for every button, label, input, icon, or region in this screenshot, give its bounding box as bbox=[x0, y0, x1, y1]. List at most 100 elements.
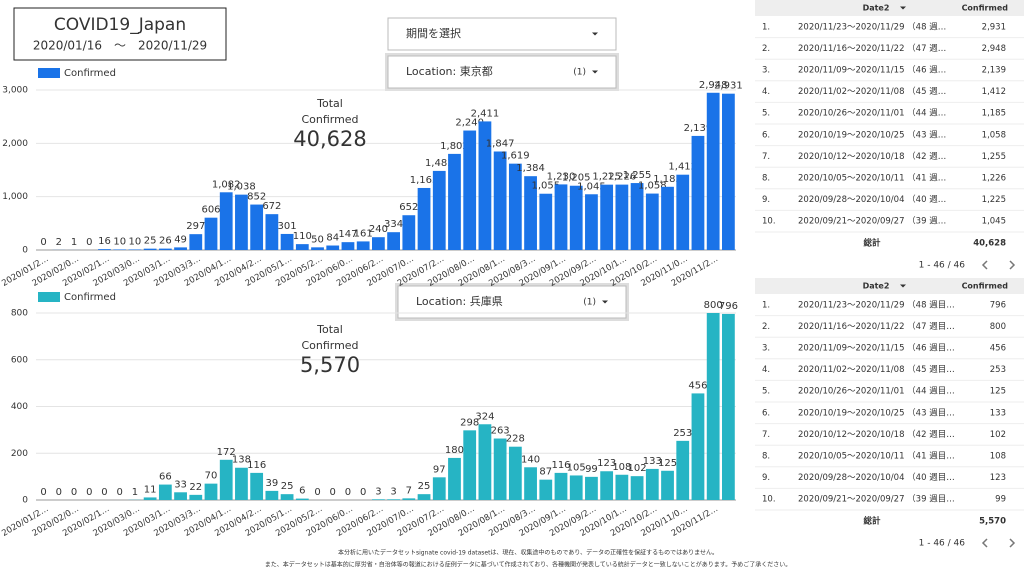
y-tick-label: 600 bbox=[11, 355, 28, 365]
row-rank: 4. bbox=[762, 87, 770, 97]
row-date: 2020/09/28～2020/10/04 （40 週… bbox=[798, 194, 946, 205]
y-tick-label: 0 bbox=[22, 246, 28, 256]
scorecard-value: 5,570 bbox=[300, 353, 360, 377]
bar bbox=[113, 249, 127, 250]
column-header[interactable]: Date2 bbox=[863, 282, 890, 291]
row-value: 1,185 bbox=[982, 109, 1006, 119]
bar bbox=[645, 468, 659, 500]
data-label: 0 bbox=[345, 487, 351, 498]
legend-swatch bbox=[38, 292, 60, 302]
bar bbox=[645, 193, 659, 250]
data-label: 108 bbox=[612, 462, 631, 473]
table-header-bg bbox=[755, 278, 1024, 294]
bar bbox=[508, 163, 522, 250]
legend-label: Confirmed bbox=[64, 292, 116, 303]
data-label: 3 bbox=[375, 486, 381, 497]
scorecard-title: Total bbox=[316, 323, 343, 336]
data-label: 298 bbox=[460, 417, 479, 428]
row-value: 1,045 bbox=[982, 217, 1006, 227]
data-label: 1,384 bbox=[516, 163, 545, 174]
data-label: 116 bbox=[247, 460, 266, 471]
bar bbox=[265, 490, 279, 500]
column-header[interactable]: Date2 bbox=[863, 4, 890, 13]
pager-prev[interactable] bbox=[981, 260, 988, 270]
column-header[interactable]: Confirmed bbox=[962, 282, 1009, 291]
bar bbox=[722, 313, 735, 500]
legend-label: Confirmed bbox=[64, 68, 116, 79]
bar bbox=[204, 217, 218, 250]
bar bbox=[676, 440, 690, 500]
bar bbox=[387, 499, 400, 500]
data-label: 125 bbox=[658, 458, 677, 469]
data-label: 1,205 bbox=[562, 173, 591, 184]
row-rank: 3. bbox=[762, 66, 770, 76]
data-label: 1,412 bbox=[668, 162, 697, 173]
data-label: 50 bbox=[311, 234, 324, 245]
data-label: 22 bbox=[189, 482, 202, 493]
bar bbox=[250, 204, 264, 250]
data-label: 0 bbox=[86, 487, 92, 498]
bar bbox=[478, 424, 492, 500]
data-label: 11 bbox=[144, 484, 157, 495]
row-date: 2020/10/05～2020/10/11 （41 週… bbox=[798, 173, 946, 184]
row-date: 2020/09/28～2020/10/04 （40 週目… bbox=[798, 472, 955, 483]
data-label: 2,411 bbox=[471, 108, 500, 119]
bar bbox=[158, 248, 172, 250]
row-value: 133 bbox=[990, 408, 1006, 418]
bar bbox=[615, 184, 629, 250]
bar bbox=[174, 247, 187, 250]
data-label: 7 bbox=[406, 485, 412, 496]
bar bbox=[432, 477, 446, 500]
data-label: 49 bbox=[174, 234, 187, 245]
data-label: 1,802 bbox=[440, 141, 469, 152]
data-label: 672 bbox=[262, 201, 281, 212]
title-box bbox=[13, 7, 227, 61]
bar bbox=[463, 430, 477, 500]
pager-prev[interactable] bbox=[981, 538, 988, 548]
data-label: 172 bbox=[217, 447, 236, 458]
data-label: 0 bbox=[101, 487, 107, 498]
row-value: 456 bbox=[990, 344, 1006, 354]
bar bbox=[448, 153, 461, 250]
column-header[interactable]: Confirmed bbox=[962, 4, 1009, 13]
dropdown-label: Location: 東京都 bbox=[406, 64, 493, 78]
bar bbox=[204, 483, 218, 500]
row-value: 2,948 bbox=[982, 44, 1006, 54]
bar bbox=[493, 151, 507, 250]
data-label: 66 bbox=[159, 472, 172, 483]
row-rank: 1. bbox=[762, 22, 770, 32]
y-tick-label: 400 bbox=[11, 402, 28, 412]
data-label: 102 bbox=[628, 463, 647, 474]
dropdown-caret bbox=[900, 6, 906, 10]
bar bbox=[402, 215, 416, 250]
data-label: 253 bbox=[673, 428, 692, 439]
bar bbox=[630, 476, 644, 500]
bar bbox=[539, 193, 553, 250]
data-label: 0 bbox=[314, 487, 320, 498]
bar bbox=[372, 499, 385, 500]
dropdown[interactable] bbox=[387, 55, 617, 89]
data-label: 39 bbox=[266, 478, 279, 489]
bar bbox=[661, 470, 674, 500]
row-date: 2020/10/12～2020/10/18 （42 週目… bbox=[798, 429, 955, 440]
dropdown[interactable] bbox=[387, 17, 617, 51]
data-label: 0 bbox=[71, 487, 77, 498]
row-value: 108 bbox=[990, 452, 1006, 462]
data-label: 97 bbox=[433, 464, 446, 475]
data-label: 2,931 bbox=[714, 81, 743, 92]
data-label: 110 bbox=[293, 231, 312, 242]
pager-next[interactable] bbox=[1009, 260, 1016, 270]
total-label: 総計 bbox=[863, 238, 881, 249]
bar bbox=[539, 479, 553, 500]
bar bbox=[448, 457, 461, 500]
bar bbox=[569, 475, 583, 500]
data-label: 1,185 bbox=[653, 174, 682, 185]
bar bbox=[691, 135, 705, 250]
row-rank: 9. bbox=[762, 195, 770, 205]
pager-next[interactable] bbox=[1009, 538, 1016, 548]
bar bbox=[295, 498, 309, 500]
bar bbox=[128, 249, 142, 250]
bar bbox=[311, 247, 324, 250]
data-label: 2,139 bbox=[684, 123, 713, 134]
